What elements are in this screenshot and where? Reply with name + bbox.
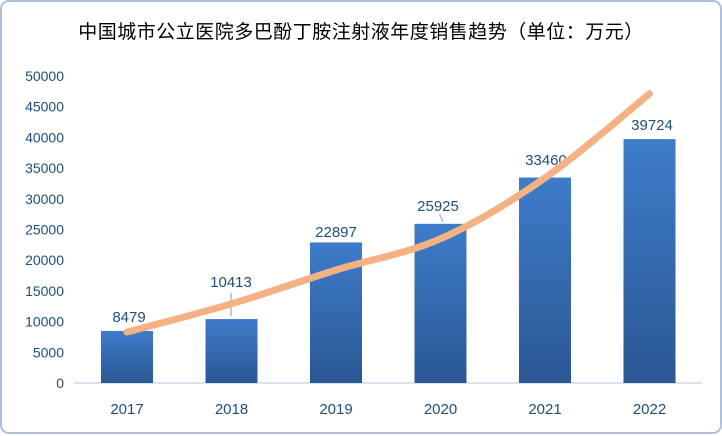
bar-2017 [101, 330, 153, 383]
x-tick-label-2019: 2019 [319, 401, 352, 418]
y-tick-label-40000: 40000 [25, 129, 64, 145]
y-tick-label-5000: 5000 [33, 344, 64, 360]
y-tick-label-20000: 20000 [25, 252, 64, 268]
y-tick-label-25000: 25000 [25, 222, 64, 238]
x-tick-label-2022: 2022 [633, 401, 666, 418]
y-tick-label-45000: 45000 [25, 99, 64, 115]
y-tick-label-50000: 50000 [25, 68, 64, 84]
bar-2021 [519, 177, 571, 383]
data-label-2021: 33460 [525, 152, 567, 169]
chart-title: 中国城市公立医院多巴酚丁胺注射液年度销售趋势（单位：万元） [78, 22, 644, 43]
y-tick-label-30000: 30000 [25, 191, 64, 207]
bar-2020 [414, 223, 467, 383]
y-tick-label-0: 0 [56, 375, 64, 391]
bar-2018 [205, 319, 258, 383]
data-label-leader-2020 [438, 213, 444, 223]
x-tick-label-2018: 2018 [215, 401, 248, 418]
y-tick-label-35000: 35000 [25, 160, 64, 176]
data-label-2018: 10413 [210, 274, 252, 291]
x-tick-label-2017: 2017 [110, 401, 143, 418]
data-label-2019: 22897 [315, 224, 357, 241]
y-tick-label-10000: 10000 [25, 314, 64, 330]
data-label-2022: 39724 [631, 117, 673, 134]
data-label-2017: 8479 [112, 309, 145, 326]
x-tick-label-2021: 2021 [528, 401, 561, 418]
y-tick-label-15000: 15000 [25, 283, 64, 299]
data-label-2020: 25925 [417, 198, 459, 215]
trend-line [123, 90, 653, 336]
bar-2022 [623, 139, 676, 383]
x-tick-label-2020: 2020 [424, 401, 457, 418]
